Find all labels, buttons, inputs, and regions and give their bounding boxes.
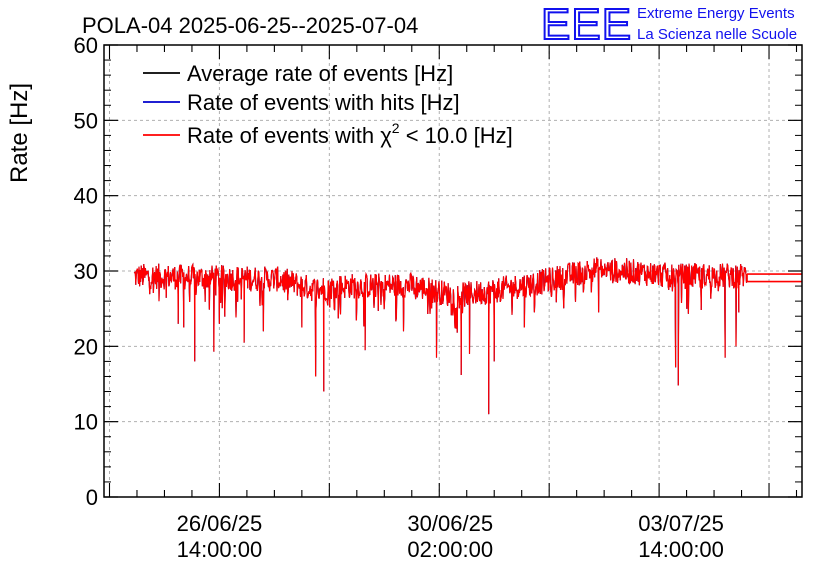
legend-chi-symbol: χ	[380, 123, 392, 148]
x-tick-date: 30/06/25	[407, 511, 493, 536]
y-tick-label: 60	[74, 33, 98, 58]
axes: 010203040506026/06/2514:00:0030/06/2502:…	[74, 33, 803, 562]
x-tick-date: 03/07/25	[638, 511, 724, 536]
eee-logo: EEE Extreme Energy Events La Scienza nel…	[540, 0, 797, 50]
legend-text-part: < 10.0 [Hz]	[400, 123, 513, 148]
x-tick-time: 14:00:00	[177, 537, 263, 562]
legend: Average rate of events [Hz] Rate of event…	[143, 61, 513, 148]
logo-line2: La Scienza nelle Scuole	[637, 26, 797, 43]
legend-text-part: Rate of events with	[187, 123, 380, 148]
y-tick-label: 0	[86, 485, 98, 510]
y-tick-label: 30	[74, 259, 98, 284]
series-rate-chi2	[133, 257, 748, 415]
y-tick-label: 40	[74, 184, 98, 209]
eee-logo-mark: EEE	[541, 0, 632, 49]
plot-frame	[103, 44, 803, 498]
y-tick-label: 20	[74, 334, 98, 359]
legend-superscript: 2	[392, 120, 400, 136]
legend-label: Rate of events with hits [Hz]	[187, 90, 460, 115]
plot-series	[133, 257, 802, 415]
legend-label: Rate of events with χ2 < 10.0 [Hz]	[187, 120, 513, 148]
x-tick-time: 02:00:00	[407, 537, 493, 562]
chart-title: POLA-04 2025-06-25--2025-07-04	[82, 13, 418, 38]
y-axis-title: Rate [Hz]	[6, 83, 33, 183]
x-tick-time: 14:00:00	[638, 537, 724, 562]
legend-label: Average rate of events [Hz]	[187, 61, 453, 86]
grid-lines	[104, 45, 802, 497]
logo-line1: Extreme Energy Events	[637, 5, 795, 22]
y-tick-label: 50	[74, 108, 98, 133]
y-tick-label: 10	[74, 410, 98, 435]
x-tick-date: 26/06/25	[177, 511, 263, 536]
